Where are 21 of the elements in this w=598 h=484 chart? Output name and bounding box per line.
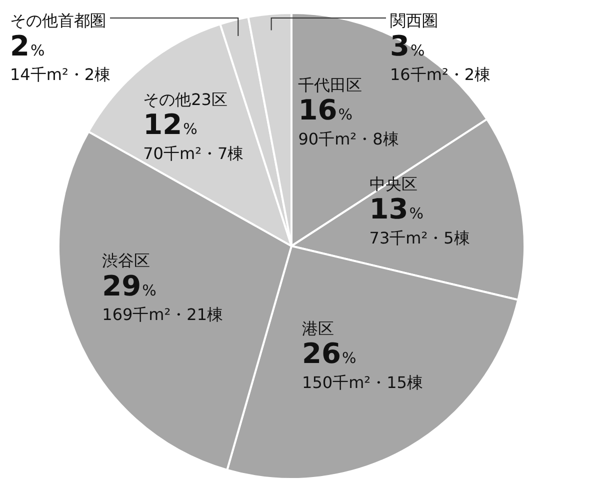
text: 169千m²・21棟: [102, 305, 224, 324]
slice-label: 中央区: [369, 174, 418, 194]
slice-label: 渋谷区: [102, 251, 150, 270]
text: 14千m²・2棟: [10, 65, 111, 84]
data-label: 3%: [390, 29, 425, 62]
data-label: 2%: [10, 29, 45, 62]
text: 90千m²・8棟: [298, 129, 399, 148]
slice-label: その他23区: [143, 90, 228, 109]
text: 70千m²・7棟: [143, 144, 244, 163]
slice-label: 港区: [302, 318, 334, 338]
data-label: 16%: [298, 93, 352, 126]
data-label: 29%: [102, 269, 156, 302]
slice-label: 関西圏: [390, 11, 438, 30]
text: 150千m²・15棟: [302, 372, 423, 392]
data-label: 12%: [143, 108, 198, 141]
slice-label: 千代田区: [298, 75, 362, 94]
text: 16千m²・2棟: [390, 65, 491, 84]
data-label: 13%: [369, 192, 424, 226]
data-label: 26%: [302, 336, 356, 370]
slice-label: その他首都圏: [10, 11, 106, 30]
text: 73千m²・5棟: [369, 228, 470, 248]
